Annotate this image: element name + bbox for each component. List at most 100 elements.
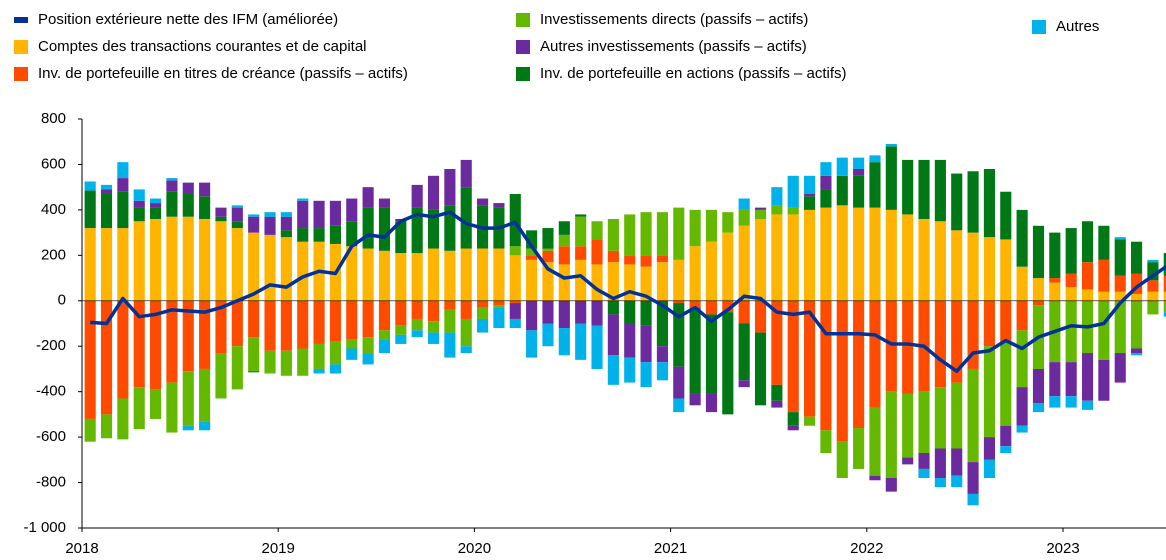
bar bbox=[231, 207, 243, 222]
bar bbox=[885, 209, 897, 301]
bar bbox=[951, 475, 963, 488]
bar bbox=[853, 168, 865, 176]
bar bbox=[542, 228, 554, 249]
bar bbox=[84, 228, 96, 301]
bar bbox=[117, 162, 129, 179]
bar bbox=[624, 300, 636, 324]
y-tick-label: -400 bbox=[36, 383, 66, 400]
bar bbox=[460, 159, 472, 188]
bar bbox=[607, 262, 619, 301]
bar bbox=[395, 253, 407, 301]
bar bbox=[705, 241, 718, 301]
x-tick-label: 2020 bbox=[458, 540, 491, 557]
bar bbox=[411, 253, 423, 301]
bar bbox=[509, 318, 521, 329]
bar bbox=[853, 300, 865, 429]
bar bbox=[199, 368, 211, 422]
bar bbox=[280, 230, 292, 238]
bar bbox=[493, 248, 505, 301]
bar bbox=[444, 332, 456, 358]
bar bbox=[738, 380, 750, 388]
bar bbox=[591, 239, 603, 265]
bar bbox=[1000, 341, 1012, 426]
bar bbox=[411, 207, 423, 254]
bar bbox=[656, 212, 668, 256]
bar bbox=[983, 437, 995, 460]
legend-marker bbox=[516, 40, 530, 54]
bar bbox=[231, 300, 243, 347]
bar bbox=[1131, 348, 1143, 354]
bar bbox=[362, 337, 374, 354]
bar bbox=[853, 175, 865, 208]
bar bbox=[705, 209, 718, 242]
bar bbox=[542, 300, 554, 324]
bar bbox=[787, 412, 799, 426]
bar bbox=[231, 221, 243, 229]
bar bbox=[395, 221, 407, 254]
bar bbox=[346, 198, 358, 222]
bar bbox=[313, 200, 325, 229]
bar bbox=[934, 448, 946, 479]
bar bbox=[754, 218, 767, 301]
bar bbox=[656, 255, 668, 263]
bar bbox=[1065, 362, 1077, 397]
bar bbox=[150, 207, 162, 219]
bar bbox=[150, 389, 162, 419]
bar bbox=[869, 207, 881, 301]
bar bbox=[1000, 191, 1012, 240]
bar bbox=[869, 300, 881, 408]
x-tick-label: 2019 bbox=[262, 540, 295, 557]
bar bbox=[558, 264, 570, 301]
bar bbox=[1016, 425, 1028, 433]
bar bbox=[427, 175, 440, 210]
bar bbox=[951, 230, 963, 301]
x-tick-label: 2023 bbox=[1046, 540, 1079, 557]
bar bbox=[1049, 362, 1061, 397]
bar bbox=[885, 478, 897, 492]
bar bbox=[460, 187, 472, 249]
bar bbox=[1065, 300, 1077, 363]
bar bbox=[182, 193, 194, 217]
bar bbox=[133, 221, 145, 301]
bar bbox=[1147, 280, 1159, 292]
bar bbox=[264, 350, 276, 374]
bar bbox=[738, 225, 750, 301]
bar bbox=[1081, 400, 1094, 410]
bar bbox=[264, 216, 276, 235]
legend-label: Inv. de portefeuille en titres de créanc… bbox=[38, 65, 408, 82]
bar bbox=[607, 250, 619, 263]
bar bbox=[754, 207, 767, 210]
bar bbox=[656, 300, 668, 347]
bar bbox=[918, 453, 930, 469]
bar bbox=[673, 398, 685, 413]
bar bbox=[1016, 300, 1028, 331]
bar bbox=[640, 362, 652, 388]
bar bbox=[1016, 387, 1028, 426]
bar bbox=[558, 328, 570, 356]
bar bbox=[215, 207, 227, 217]
bar bbox=[248, 300, 260, 338]
bar bbox=[395, 334, 407, 344]
bar bbox=[656, 362, 668, 381]
bar bbox=[673, 207, 685, 260]
bar bbox=[689, 246, 701, 301]
legend-marker bbox=[14, 17, 28, 23]
bar bbox=[885, 300, 897, 392]
bar bbox=[575, 323, 587, 360]
bar bbox=[150, 218, 162, 301]
bar bbox=[1131, 273, 1143, 294]
bar bbox=[771, 300, 783, 385]
y-tick-label: 600 bbox=[41, 155, 66, 172]
bar bbox=[591, 325, 603, 369]
legend-marker bbox=[516, 13, 530, 27]
bar bbox=[771, 205, 783, 215]
bar bbox=[1081, 353, 1094, 401]
bar bbox=[526, 230, 538, 249]
bar bbox=[656, 346, 668, 363]
bar bbox=[869, 475, 881, 481]
bar bbox=[1032, 225, 1045, 279]
bar bbox=[100, 414, 113, 439]
bar bbox=[1065, 228, 1077, 274]
bar bbox=[362, 207, 374, 249]
bar bbox=[248, 216, 260, 233]
